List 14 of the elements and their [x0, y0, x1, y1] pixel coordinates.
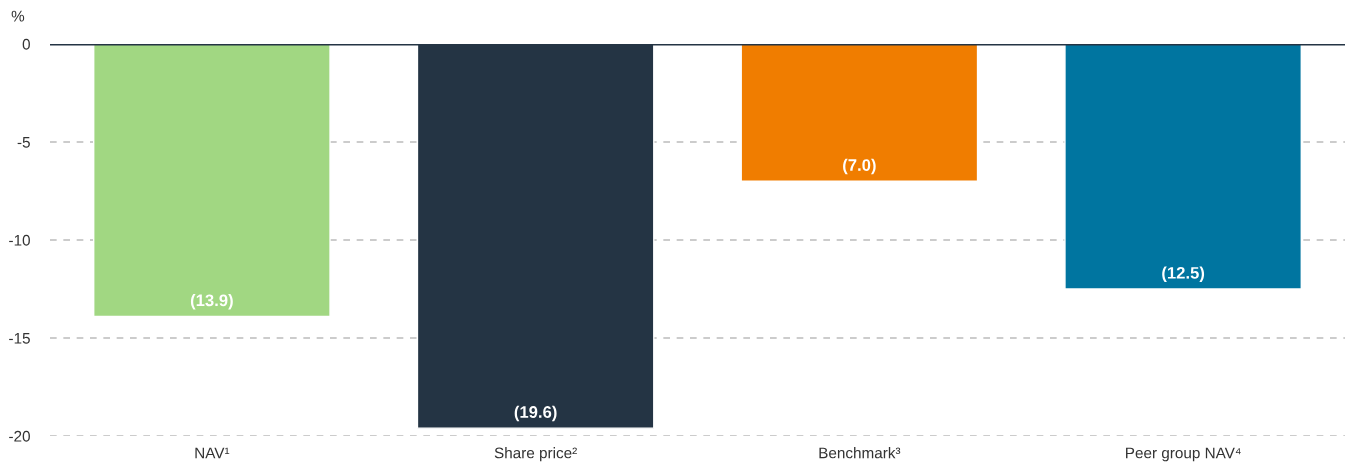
data-label: (13.9) [190, 293, 233, 310]
x-tick-label: Share price² [494, 447, 577, 462]
x-tick-label: Peer group NAV⁴ [1126, 447, 1241, 462]
data-label: (19.6) [514, 405, 557, 422]
x-tick-label: NAV¹ [195, 447, 230, 459]
y-tick-label: -15 [9, 333, 30, 344]
y-tick-label: -5 [17, 137, 30, 148]
y-tick-label: -20 [9, 430, 30, 442]
y-axis-title: % [11, 10, 25, 22]
data-label: (7.0) [843, 158, 876, 175]
y-tick-label: -10 [9, 234, 30, 246]
data-label: (12.5) [1162, 266, 1205, 283]
x-tick-label: Benchmark³ [819, 447, 901, 459]
y-tick-label: 0 [22, 38, 30, 50]
